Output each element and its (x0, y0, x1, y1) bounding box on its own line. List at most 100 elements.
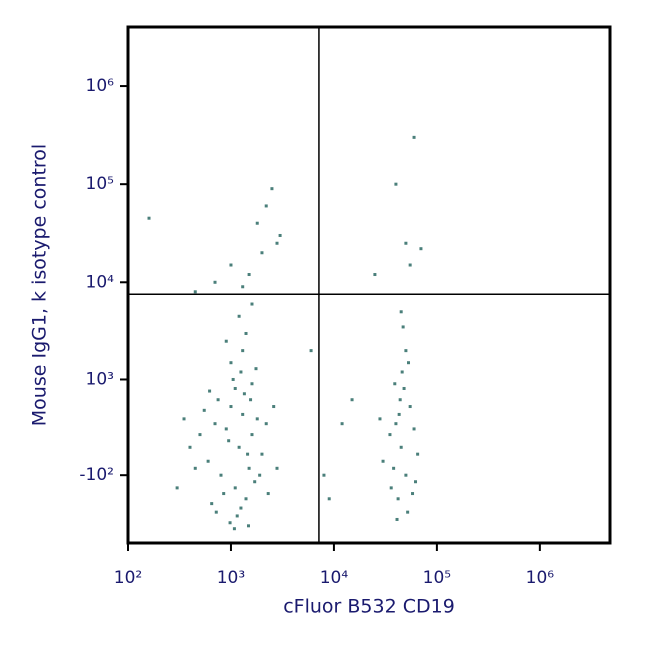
point (237, 445, 241, 449)
point (233, 386, 237, 390)
point (193, 466, 197, 470)
point (213, 280, 217, 284)
point (393, 382, 397, 386)
point (340, 422, 344, 426)
point (412, 135, 416, 139)
point (244, 497, 248, 501)
y-tick-label: -10² (79, 465, 114, 485)
point (388, 433, 392, 437)
point (392, 466, 396, 470)
point (253, 480, 257, 484)
point (193, 290, 197, 294)
point (254, 367, 258, 371)
point (408, 263, 412, 267)
point (214, 510, 218, 514)
point (400, 370, 404, 374)
point (241, 412, 245, 416)
point (246, 452, 250, 456)
point (266, 492, 270, 496)
point (412, 427, 416, 431)
point (396, 497, 400, 501)
point (414, 480, 418, 484)
point (239, 370, 243, 374)
point (231, 377, 235, 381)
point (188, 445, 192, 449)
point (250, 382, 254, 386)
point (272, 405, 276, 409)
y-tick-label: 10⁴ (86, 272, 115, 292)
point (198, 433, 202, 437)
point (411, 492, 415, 496)
point (402, 386, 406, 390)
point (260, 452, 264, 456)
point (255, 417, 259, 421)
point (395, 517, 399, 521)
point (255, 221, 259, 225)
x-tick-label: 10³ (217, 568, 245, 588)
point (404, 241, 408, 245)
point (242, 392, 246, 396)
point (407, 361, 411, 365)
point (408, 405, 412, 409)
point (229, 405, 233, 409)
y-axis-label: Mouse IgG1, k isotype control (29, 144, 51, 426)
point (224, 427, 228, 431)
point (327, 497, 331, 501)
point (247, 273, 251, 277)
point (228, 521, 232, 525)
point (249, 398, 253, 402)
point (322, 473, 326, 477)
y-tick-label: 10³ (86, 369, 114, 389)
point (399, 445, 403, 449)
point (241, 349, 245, 353)
point (309, 349, 313, 353)
point (229, 361, 233, 365)
point (210, 502, 214, 506)
point (222, 492, 226, 496)
point (208, 389, 212, 393)
point (216, 398, 220, 402)
point (250, 302, 254, 306)
point (260, 251, 264, 255)
point (270, 187, 274, 191)
point (394, 182, 398, 186)
point (397, 412, 401, 416)
x-tick-label: 10⁵ (423, 568, 451, 588)
point (258, 473, 262, 477)
point (224, 339, 228, 343)
point (237, 314, 241, 318)
point (399, 310, 403, 314)
x-axis-label: cFluor B532 CD19 (283, 596, 455, 618)
point (394, 422, 398, 426)
point (275, 241, 279, 245)
point (233, 486, 237, 490)
point (229, 263, 233, 267)
point (247, 466, 251, 470)
point (147, 216, 151, 220)
point (419, 247, 423, 251)
point (416, 452, 420, 456)
point (227, 439, 231, 443)
point (406, 510, 410, 514)
point (278, 233, 282, 237)
point (381, 459, 385, 463)
point (235, 514, 239, 518)
point (404, 473, 408, 477)
point (239, 506, 243, 510)
point (373, 273, 377, 277)
point (241, 285, 245, 289)
point (182, 417, 186, 421)
point (264, 422, 268, 426)
point (389, 486, 393, 490)
point (404, 349, 408, 353)
point (175, 486, 179, 490)
point (401, 325, 405, 329)
plot-frame (126, 25, 612, 545)
point (350, 398, 354, 402)
points (147, 135, 423, 531)
x-tick-label: 10⁴ (320, 568, 349, 588)
point (213, 422, 217, 426)
point (232, 527, 236, 531)
